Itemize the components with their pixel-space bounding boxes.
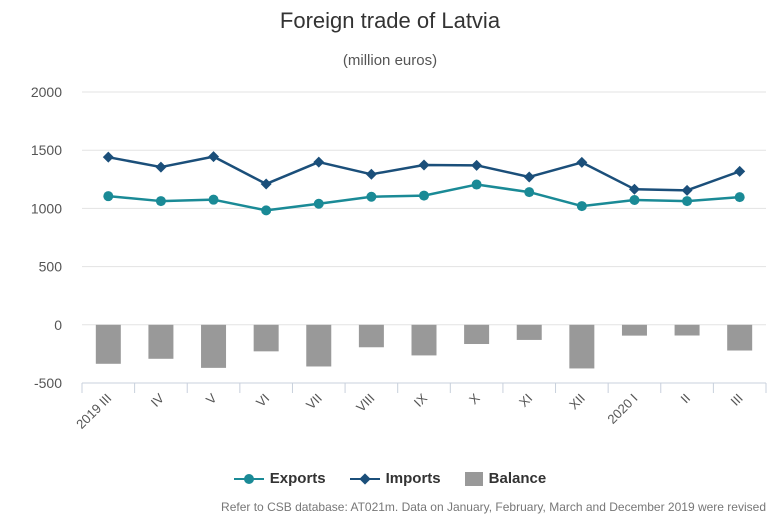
y-tick-label: 2000 <box>31 84 62 100</box>
balance-bar <box>306 324 332 367</box>
exports-point <box>576 201 587 212</box>
legend-balance-label: Balance <box>488 470 547 487</box>
x-tick-label: III <box>728 391 746 409</box>
exports-point <box>734 192 745 203</box>
balance-bar <box>253 324 279 352</box>
chart-footnote: Refer to CSB database: AT021m. Data on J… <box>221 500 766 514</box>
x-tick-label: XII <box>566 391 588 413</box>
imports-point <box>471 159 483 171</box>
x-tick-label: VII <box>303 391 325 413</box>
x-tick-label: X <box>466 390 483 407</box>
exports-point <box>682 196 693 207</box>
exports-point <box>419 190 429 201</box>
balance-bar <box>727 324 753 351</box>
exports-point <box>103 191 114 202</box>
chart-plot: -500 0 500 1000 1500 2000 2019 III IV V VI VII VIII… <box>31 84 767 432</box>
legend-item-imports[interactable]: Imports <box>349 470 441 487</box>
chart-legend: Exports Imports Balance <box>0 470 780 487</box>
imports-point <box>102 151 114 163</box>
y-tick-label: 1500 <box>31 142 62 158</box>
exports-point <box>208 194 219 205</box>
x-tick-label: XI <box>516 391 535 410</box>
balance-bar <box>148 324 174 359</box>
x-tick-label: VI <box>253 391 272 410</box>
imports-point <box>734 165 746 177</box>
imports-point <box>418 159 430 171</box>
balance-bar <box>674 324 700 336</box>
imports-point <box>576 156 588 168</box>
chart-title: Foreign trade of Latvia <box>279 8 501 33</box>
exports-point <box>524 187 535 198</box>
balance-bar <box>516 324 542 340</box>
imports-point <box>208 151 220 163</box>
balance-bar <box>95 324 121 364</box>
y-tick-label: 0 <box>54 317 62 333</box>
legend-item-exports[interactable]: Exports <box>233 470 326 487</box>
legend-exports-symbol <box>233 472 264 486</box>
imports-point <box>681 184 693 196</box>
balance-bar <box>464 324 490 345</box>
x-tick-label: IX <box>411 390 431 410</box>
x-tick-label: VIII <box>353 391 377 415</box>
exports-point <box>261 205 272 216</box>
imports-point <box>628 183 640 195</box>
x-tick-label: V <box>203 390 220 407</box>
exports-point <box>629 195 640 206</box>
legend-item-balance[interactable]: Balance <box>464 470 547 487</box>
x-tick-label: 2020 I <box>604 391 640 427</box>
balance-bar <box>411 324 437 356</box>
exports-point <box>366 191 377 202</box>
x-tick-label: 2019 III <box>73 391 114 432</box>
balance-bar <box>569 324 595 369</box>
chart-subtitle: (million euros) <box>342 52 438 69</box>
exports-point <box>313 198 324 209</box>
x-tick-label: IV <box>148 390 168 410</box>
legend-balance-symbol <box>464 471 483 486</box>
balance-bar <box>358 324 384 348</box>
imports-point <box>260 178 272 190</box>
legend-imports-label: Imports <box>385 470 441 487</box>
imports-point <box>365 168 377 180</box>
y-tick-label: 1000 <box>31 200 62 216</box>
balance-bar <box>621 324 647 336</box>
x-tick-label: II <box>677 391 693 407</box>
exports-point <box>155 196 166 207</box>
imports-point <box>523 171 535 183</box>
balance-bar <box>201 324 227 368</box>
exports-point <box>471 179 482 190</box>
y-tick-label: -500 <box>34 375 62 391</box>
imports-point <box>313 156 325 168</box>
legend-exports-label: Exports <box>269 470 326 487</box>
legend-imports-symbol <box>349 472 380 486</box>
y-tick-label: 500 <box>39 259 63 275</box>
imports-point <box>155 161 167 173</box>
